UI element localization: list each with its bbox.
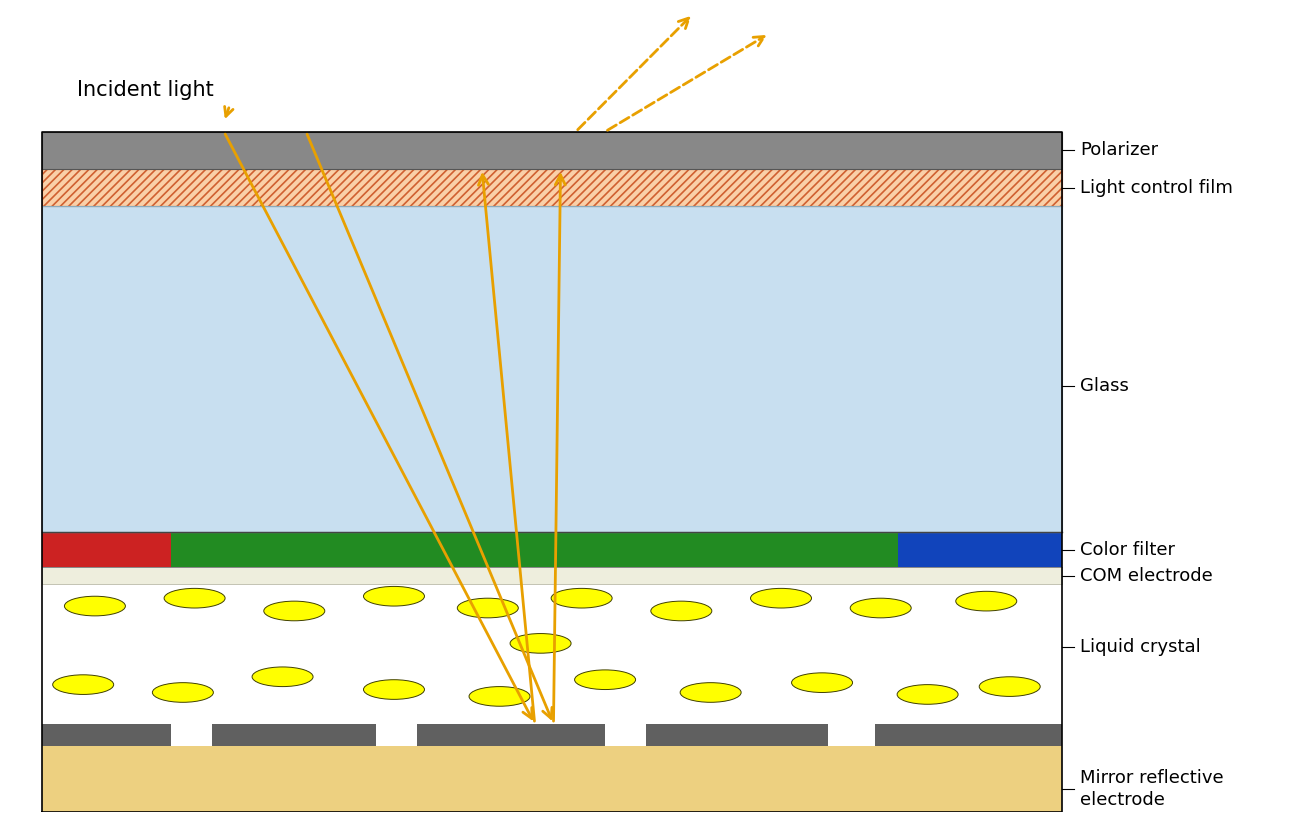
Ellipse shape <box>552 589 612 608</box>
Bar <box>647 724 828 745</box>
Ellipse shape <box>792 673 853 692</box>
Bar <box>42 566 1063 585</box>
Text: Mirror reflective
electrode: Mirror reflective electrode <box>1080 768 1223 809</box>
Text: COM electrode: COM electrode <box>1080 566 1213 585</box>
Bar <box>42 206 1063 532</box>
Ellipse shape <box>510 634 571 654</box>
Ellipse shape <box>575 670 635 690</box>
Text: Polarizer: Polarizer <box>1080 141 1158 159</box>
Bar <box>171 532 898 566</box>
Ellipse shape <box>364 586 425 606</box>
Ellipse shape <box>263 601 325 621</box>
Ellipse shape <box>164 589 226 608</box>
Text: Liquid crystal: Liquid crystal <box>1080 638 1201 656</box>
Bar <box>875 724 1063 745</box>
Ellipse shape <box>897 685 958 704</box>
Bar <box>42 745 1063 812</box>
Ellipse shape <box>651 601 712 621</box>
Bar <box>42 169 1063 206</box>
Bar <box>42 532 171 566</box>
Bar <box>898 532 1063 566</box>
Ellipse shape <box>956 591 1017 611</box>
Bar <box>42 585 1063 724</box>
Text: Glass: Glass <box>1080 377 1129 395</box>
Ellipse shape <box>252 667 313 686</box>
Ellipse shape <box>153 682 214 702</box>
Text: Incident light: Incident light <box>77 80 214 100</box>
Bar <box>42 131 1063 169</box>
Ellipse shape <box>751 589 811 608</box>
Bar <box>42 724 171 745</box>
Text: Light control film: Light control film <box>1080 179 1234 197</box>
Ellipse shape <box>52 675 113 695</box>
Ellipse shape <box>64 596 125 616</box>
Bar <box>417 724 605 745</box>
Ellipse shape <box>850 599 911 618</box>
Ellipse shape <box>681 682 741 702</box>
Text: Color filter: Color filter <box>1080 540 1175 558</box>
Bar <box>213 724 377 745</box>
Ellipse shape <box>458 599 518 618</box>
Ellipse shape <box>979 677 1041 696</box>
Ellipse shape <box>364 680 425 699</box>
Ellipse shape <box>469 686 529 706</box>
